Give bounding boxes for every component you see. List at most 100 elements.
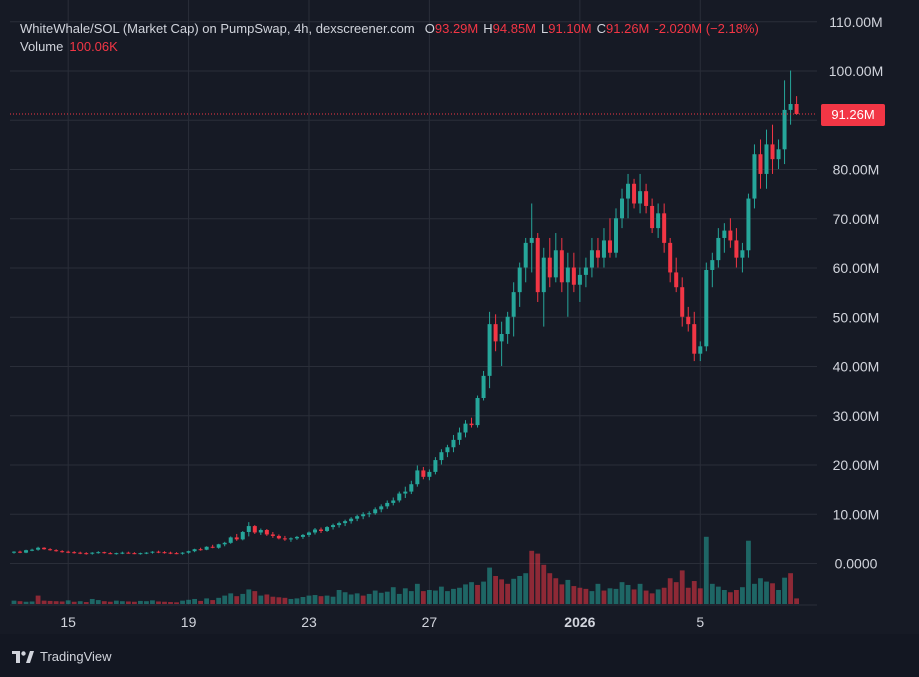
price-axis[interactable]: 110.00M100.00M90.00M80.00M70.00M60.00M50… [829,14,883,572]
candle-body [397,493,402,501]
candle-body [409,484,414,492]
volume-bar [613,588,619,604]
candle-body [571,267,576,285]
volume-bar [426,590,432,604]
candle-body [487,324,492,376]
volume-bar [384,591,390,604]
candle-body [764,144,769,174]
volume-bar [258,595,264,604]
candle-body [481,375,486,399]
candle-body [620,198,625,219]
volume-bar [125,601,131,604]
volume-bar [746,540,751,604]
volume-bar [41,600,47,604]
candle-body [716,237,721,261]
candle-body [680,287,685,317]
candle-body [541,257,546,293]
last-price-badge: 91.26M [821,104,885,126]
y-tick-label: 30.00M [833,408,880,424]
volume-bar [583,588,589,604]
volume-bar [348,594,354,604]
candle-body [385,502,390,507]
volume-bar [565,579,571,604]
y-tick-label: 40.00M [833,359,880,375]
volume-bar [336,590,342,604]
volume-bar [95,600,101,604]
volume-bar [77,601,83,604]
candle-body [698,346,703,354]
volume-bar [156,601,161,604]
candle-body [306,532,311,535]
tradingview-brand[interactable]: TradingView [12,649,112,664]
volume-bar [541,564,547,604]
candle-body [553,250,558,278]
candle-body [662,213,667,243]
time-axis[interactable]: 15 19 23 27 2026 5 [60,614,704,630]
ohlc-low: L91.10M [541,21,592,36]
candle-body [469,423,474,426]
candle-body [529,237,534,243]
ohlc-high: H94.85M [483,21,537,36]
legend-volume-row: Volume 100.06K [20,38,759,56]
candle-body [156,551,161,553]
candle-body [132,553,137,555]
candle-body [457,432,462,440]
volume-bar [788,573,793,604]
volume-bar [740,587,745,604]
candle-body [493,324,498,342]
volume-bar [445,591,450,604]
volume-bar [186,599,191,604]
candle-body [120,552,125,554]
volume-bar [282,597,288,604]
volume-bar [553,578,559,604]
volume-bar [637,583,643,604]
volume-bar [667,578,673,604]
candle-body [48,549,53,551]
candle-body [433,460,438,472]
volume-bar [758,578,763,604]
volume-bar [685,587,691,604]
candle-body [734,240,739,258]
volume-bar [71,601,77,604]
candle-body [589,250,594,268]
candle-body [427,471,432,477]
candle-body [246,526,251,532]
volume-bar [113,600,119,604]
volume-bar [29,601,35,604]
volume-bar [529,550,535,604]
volume-bar [631,589,637,604]
volume-bar [89,598,95,604]
volume-bar [517,576,523,604]
volume-bar [408,591,414,604]
candle-body [451,439,456,448]
candle-body [668,242,673,273]
candle-body [252,526,257,533]
volume-bar [523,573,529,604]
candle-body [740,250,745,258]
candle-body [90,552,95,554]
volume-bar [535,553,541,604]
candle-body [644,191,649,206]
volume-bar [752,583,757,604]
candle-body [96,552,101,554]
ohlc-change: -2.020M (−2.18%) [654,21,759,36]
candle-body [12,551,16,553]
candle-body [391,500,396,503]
candle-body [758,154,763,174]
candle-body [186,551,191,553]
candle-body [583,267,588,275]
candle-body [626,183,631,199]
volume-bar [577,587,583,604]
volume-bar [240,593,246,604]
candle-body [752,154,757,199]
volume-bar [342,592,348,604]
volume-bar [101,601,107,604]
volume-bar [119,601,125,604]
candle-body [24,550,29,553]
volume-bar [222,595,228,604]
volume-bar [306,595,312,604]
volume-bar [469,582,474,604]
volume-bar [715,586,721,604]
grid-lines [10,0,817,606]
